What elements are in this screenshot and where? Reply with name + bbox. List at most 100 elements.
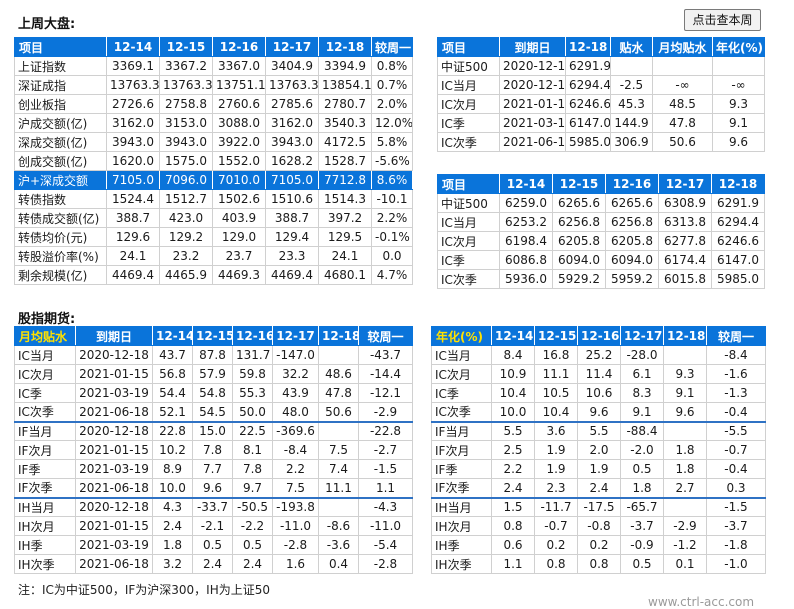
table-cell: 2021-06-18 <box>75 554 153 574</box>
table-row: 沪+深成交额 7105.0 7096.0 7010.0 7105.0 7712.8 8.6% <box>14 170 413 190</box>
table-cell: -5.6% <box>371 151 413 171</box>
table-cell: 2785.6 <box>265 94 319 114</box>
table-cell: 4680.1 <box>318 265 372 285</box>
table-row: IH次月 2021-01-15 2.4 -2.1 -2.2 -11.0 -8.6 -11.0 <box>14 516 413 536</box>
table-cell: -0.7 <box>706 440 766 460</box>
table-cell: -2.2 <box>232 516 273 536</box>
table-cell: 1.9 <box>534 459 578 479</box>
table-cell: -2.9 <box>663 516 707 536</box>
table-cell: 10.9 <box>491 364 535 384</box>
table-cell: 2021-03-19 <box>75 459 153 479</box>
table-cell: -0.1% <box>371 227 413 247</box>
table-cell: 7.4 <box>318 459 359 479</box>
table-cell: 0.6 <box>491 535 535 555</box>
table-cell: 129.0 <box>212 227 266 247</box>
table-cell: 2780.7 <box>318 94 372 114</box>
table-cell: -147.0 <box>272 345 319 365</box>
row-label: IF次月 <box>431 440 492 460</box>
column-header: 12-17 <box>620 326 664 346</box>
table-cell: 2.7 <box>663 478 707 498</box>
row-label: IH次季 <box>431 554 492 574</box>
table-cell: 50.6 <box>318 402 359 422</box>
table-cell: 2.4 <box>192 554 233 574</box>
table-row: 转股溢价率(%) 24.1 23.2 23.7 23.3 24.1 0.0 <box>14 246 413 266</box>
table-cell: 6294.4 <box>711 212 765 232</box>
row-label: IC当月 <box>437 212 500 232</box>
table-cell: 129.6 <box>106 227 160 247</box>
table-row: IC次季 10.0 10.4 9.6 9.1 9.6 -0.4 <box>431 402 766 422</box>
table-cell: 1.1 <box>491 554 535 574</box>
table-cell: 2.0 <box>577 440 621 460</box>
table-cell: 1.9 <box>577 459 621 479</box>
column-header: 到期日 <box>499 37 566 57</box>
table-cell: -33.7 <box>192 496 233 517</box>
table-cell: 6205.8 <box>552 231 606 251</box>
row-label: 沪成交额(亿) <box>14 113 107 133</box>
row-label: IF季 <box>14 459 76 479</box>
table-cell: 6198.4 <box>499 231 553 251</box>
row-label: IH季 <box>431 535 492 555</box>
table-cell: 0.5 <box>620 554 664 574</box>
table-cell: 2021-06-18 <box>75 402 153 422</box>
table-cell <box>318 345 359 365</box>
table-cell <box>712 56 765 76</box>
row-label: IC季 <box>431 383 492 403</box>
table-cell: 9.3 <box>663 364 707 384</box>
table-cell: 59.8 <box>232 364 273 384</box>
table-cell: 48.6 <box>318 364 359 384</box>
row-label: 中证500 <box>437 193 500 213</box>
table-cell: 0.8% <box>371 56 413 76</box>
table-cell: 10.0 <box>491 402 535 422</box>
table-cell: 10.5 <box>534 383 578 403</box>
table-row: IC次月 6198.4 6205.8 6205.8 6277.8 6246.6 <box>437 231 765 251</box>
table-cell: -3.7 <box>706 516 766 536</box>
table-cell: 3540.3 <box>318 113 372 133</box>
table-cell: -1.6 <box>706 364 766 384</box>
table-cell: 11.1 <box>534 364 578 384</box>
table-row: IH当月 1.5 -11.7 -17.5 -65.7 -1.5 <box>431 496 766 517</box>
table-cell: 423.0 <box>159 208 213 228</box>
row-label: 上证指数 <box>14 56 107 76</box>
column-header: 12-16 <box>232 326 273 346</box>
table-cell: 1502.6 <box>212 189 266 209</box>
table-row: IC当月 6253.2 6256.8 6256.8 6313.8 6294.4 <box>437 212 765 232</box>
table-cell: 6205.8 <box>605 231 659 251</box>
table-cell: 6265.6 <box>552 193 606 213</box>
table-row: IF当月 5.5 3.6 5.5 -88.4 -5.5 <box>431 420 766 441</box>
column-header: 12-17 <box>658 174 712 194</box>
row-label: IC当月 <box>14 345 76 365</box>
query-this-week-button[interactable]: 点击查本周 <box>684 9 761 31</box>
table-cell: 1514.3 <box>318 189 372 209</box>
table-cell: 13751.1 <box>212 75 266 95</box>
table-cell: 2021-01-15 <box>499 94 566 114</box>
table-cell <box>663 420 707 441</box>
table-row: IH季 0.6 0.2 0.2 -0.9 -1.2 -1.8 <box>431 535 766 555</box>
table-cell: 131.7 <box>232 345 273 365</box>
row-label: IC次季 <box>431 402 492 422</box>
table-cell: 7.5 <box>318 440 359 460</box>
table-row: 转债指数 1524.4 1512.7 1502.6 1510.6 1514.3 -10.1 <box>14 189 413 209</box>
table-cell: 2021-03-19 <box>75 383 153 403</box>
table-cell: 0.1 <box>663 554 707 574</box>
table-cell: 10.2 <box>152 440 193 460</box>
ic-premium-table: 项目到期日12-18贴水月均贴水年化(%)中证5002020-12-186291… <box>437 37 765 152</box>
table-row: IC当月 8.4 16.8 25.2 -28.0 -8.4 <box>431 345 766 365</box>
table-cell: 3943.0 <box>106 132 160 152</box>
table-cell: 9.6 <box>663 402 707 422</box>
table-cell: 6313.8 <box>658 212 712 232</box>
table-cell: 2.4 <box>232 554 273 574</box>
table-row: 创成交额(亿) 1620.0 1575.0 1552.0 1628.2 1528.7 -5.… <box>14 151 413 171</box>
column-header: 12-14 <box>152 326 193 346</box>
table-cell: 6015.8 <box>658 269 712 289</box>
table-cell: 2.5 <box>491 440 535 460</box>
table-cell <box>318 420 359 441</box>
table-row: 转债均价(元) 129.6 129.2 129.0 129.4 129.5 -0.1% <box>14 227 413 247</box>
table-cell: 7010.0 <box>212 170 266 190</box>
column-header: 到期日 <box>75 326 153 346</box>
table-cell: -8.4 <box>272 440 319 460</box>
column-header: 年化(%) <box>712 37 765 57</box>
table-cell: 10.4 <box>534 402 578 422</box>
column-header: 12-17 <box>265 37 319 57</box>
